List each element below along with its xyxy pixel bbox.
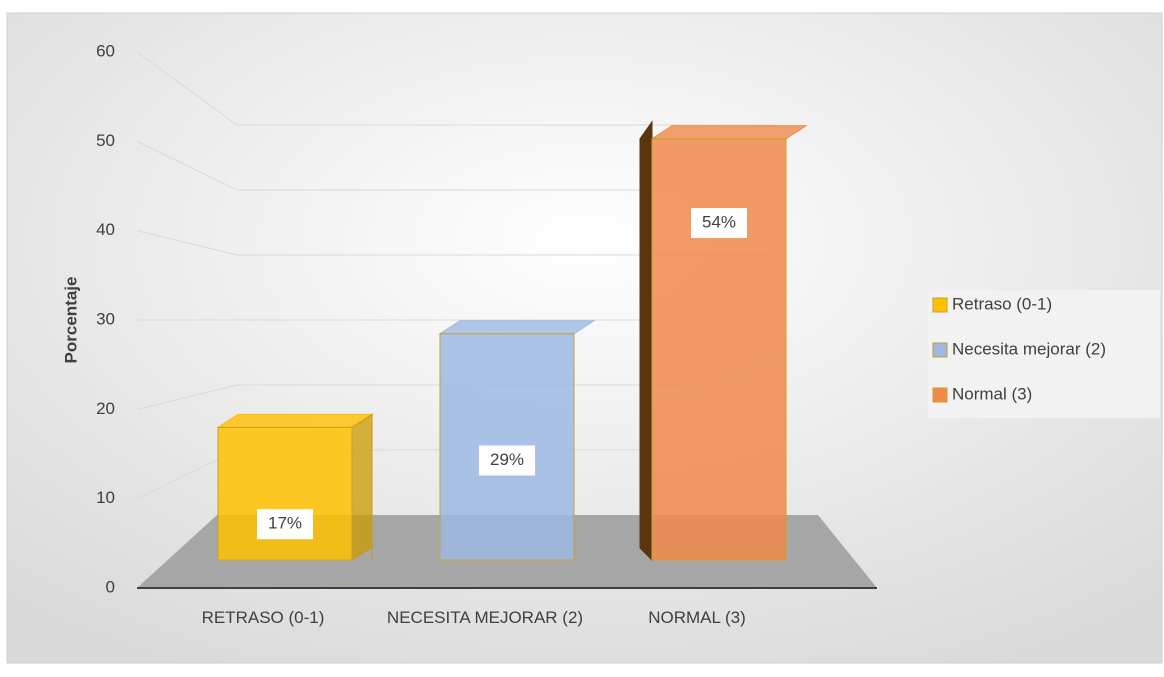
bar-top (650, 125, 808, 140)
y-tick-label: 0 (106, 577, 115, 596)
y-axis-label: Porcentaje (61, 277, 80, 364)
data-label: 29% (490, 450, 524, 469)
legend-label: Normal (3) (952, 384, 1032, 403)
bar (438, 320, 596, 561)
bar-front (217, 426, 353, 561)
bar-side (351, 413, 373, 561)
y-tick-label: 40 (96, 220, 115, 239)
data-label-box (691, 208, 747, 239)
legend-label: Retraso (0-1) (952, 294, 1052, 313)
legend (928, 290, 1160, 418)
y-tick-label: 20 (96, 399, 115, 418)
legend-swatch (932, 297, 948, 313)
data-label: 54% (702, 213, 736, 232)
legend-swatch (932, 342, 948, 358)
legend-label: Necesita mejorar (2) (952, 339, 1106, 358)
data-label: 17% (268, 514, 302, 533)
grid-line (136, 230, 775, 256)
grid-line (136, 51, 775, 126)
data-label-box (479, 445, 535, 476)
bar-side (639, 120, 653, 562)
y-tick-label: 60 (96, 41, 115, 60)
x-tick-label: RETRASO (0-1) (201, 608, 325, 627)
y-tick-label: 30 (96, 309, 115, 328)
bar-top (438, 320, 596, 335)
bar-top (216, 413, 374, 428)
legend-swatch (932, 387, 948, 403)
grid-line (136, 140, 775, 191)
y-tick-label: 50 (96, 131, 115, 150)
y-tick-label: 10 (96, 488, 115, 507)
x-tick-label: NECESITA MEJORAR (2) (386, 608, 584, 627)
grid-line (136, 384, 775, 410)
data-label-box (257, 509, 313, 540)
bar (639, 120, 808, 562)
bar-front (651, 138, 787, 561)
x-tick-label: NORMAL (3) (648, 608, 746, 627)
